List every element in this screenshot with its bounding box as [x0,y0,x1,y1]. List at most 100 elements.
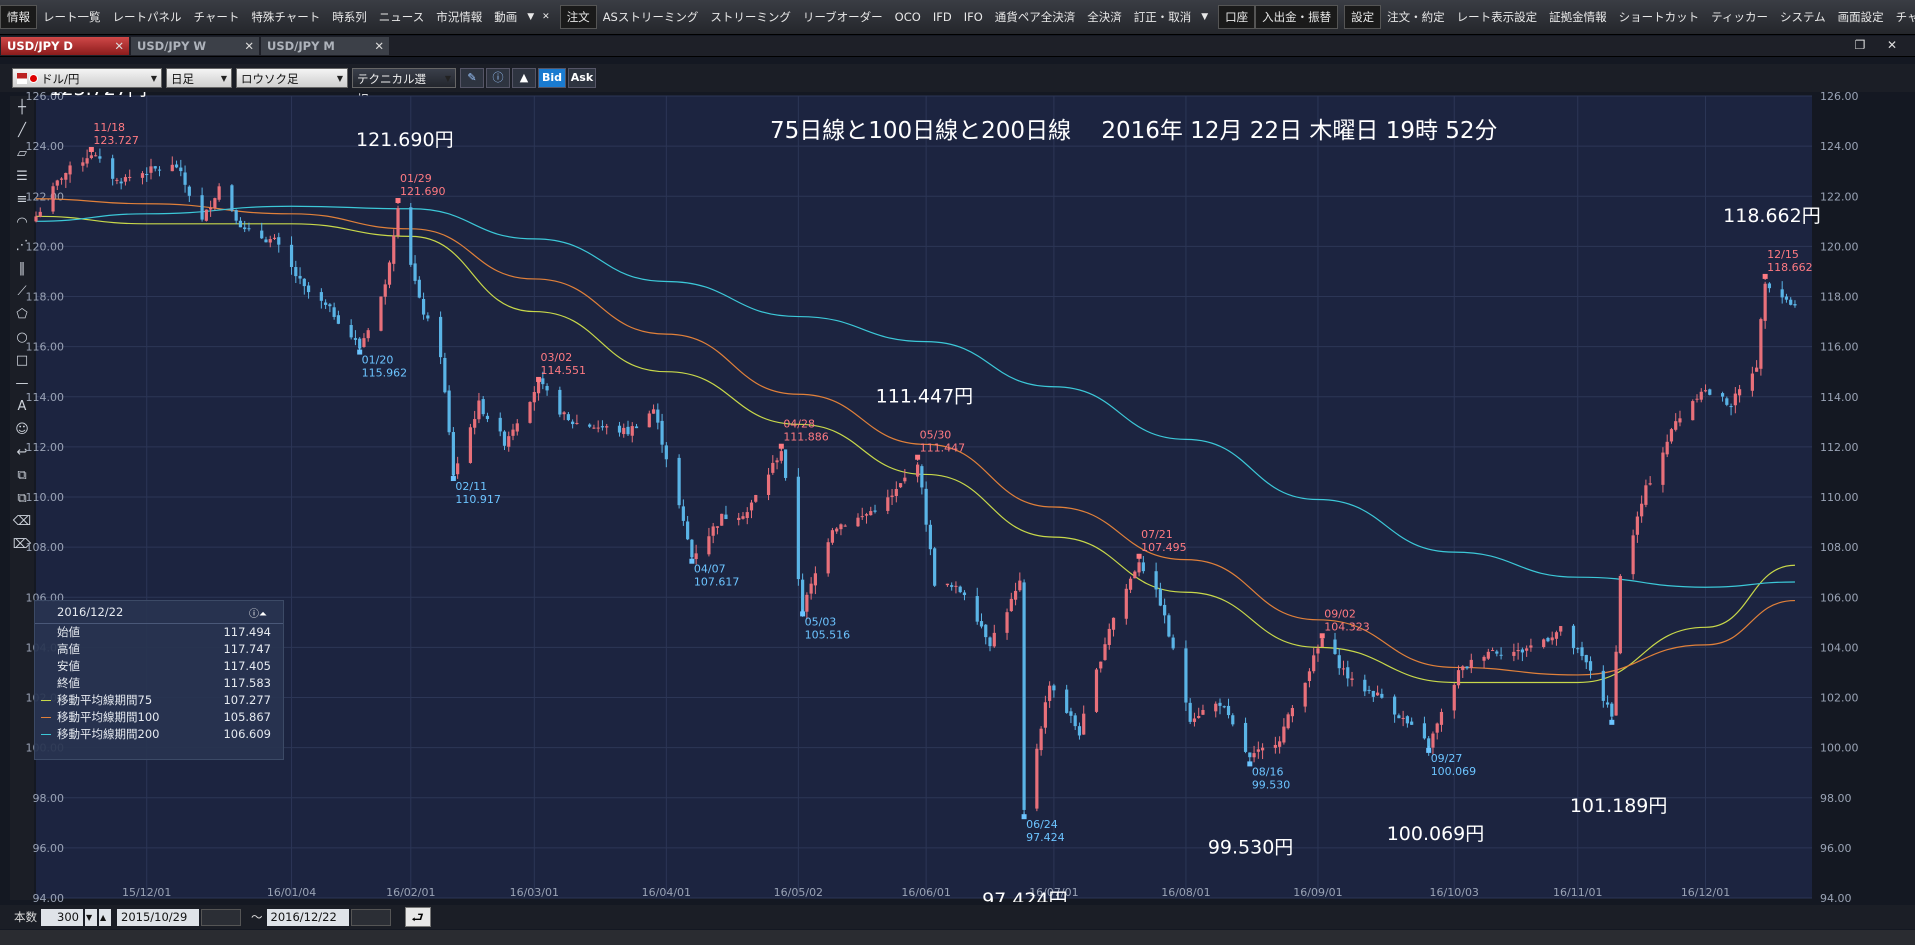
chart-style-select[interactable]: ロウソク足 [236,68,348,89]
candle-body [1725,398,1729,405]
y-tick-label-left: 94.00 [33,892,65,902]
count-input[interactable]: 300 [41,908,83,926]
menu-item-6[interactable]: ニュース [378,10,425,24]
smiley-icon[interactable]: ☺ [15,422,29,437]
candle-body [511,429,515,436]
pentagon-icon[interactable]: ⬠ [16,307,28,322]
menu-item-13[interactable]: ストリーミング [710,10,791,24]
start-date-input[interactable]: 2015/10/29 [117,908,199,926]
paste-icon[interactable]: ⧉ [17,491,27,506]
menu-item-5[interactable]: 時系列 [332,10,367,24]
menu-item-26[interactable]: レート表示設定 [1456,10,1538,24]
count-up-icon[interactable]: ▲ [99,908,111,926]
bid-button[interactable]: Bid [538,68,566,88]
restore-window-icon[interactable]: ❐ [1854,38,1866,52]
info-icon[interactable]: ⓘ [486,68,510,88]
circle-icon[interactable]: ○ [16,330,28,345]
extreme-date-label: 08/16 [1252,765,1284,778]
candle-body [873,510,877,512]
info-toggle-icon[interactable]: ⓘ⏶ [249,609,267,620]
candle-body [1520,649,1524,653]
text-tool-icon[interactable]: A [17,399,27,414]
menu-item-15[interactable]: OCO [894,10,921,24]
close-icon[interactable]: ✕ [374,39,384,53]
copy-icon[interactable]: ⧉ [17,468,27,483]
period-select[interactable]: 日足 [166,68,232,89]
fibonacci-arc-icon[interactable]: ◠ [16,215,28,230]
candlestick-chart[interactable]: 94.00 94.00 96.00 96.00 98.00 98.00 100.00 100.… [0,92,1915,902]
tab-usdjpy-w[interactable]: USD/JPY W ✕ [131,37,259,55]
tab-usdjpy-m[interactable]: USD/JPY M ✕ [261,37,389,55]
undo-icon[interactable]: ↩ [16,445,28,460]
gann-icon[interactable]: ⟋ [17,284,27,299]
candle-body [247,228,251,230]
menu-item-23[interactable]: 入出金・振替 [1255,5,1339,29]
window-close-icon[interactable]: ✕ [1886,38,1898,52]
fan-icon[interactable]: ⋰ [15,238,29,253]
pen-tool-icon[interactable]: ✎ [460,68,484,88]
candle-body [1005,612,1009,633]
menu-item-10[interactable]: ✕ [542,12,550,22]
extreme-marker [1609,719,1615,725]
menu-item-27[interactable]: 証拠金情報 [1549,10,1607,24]
menu-item-22[interactable]: 口座 [1218,5,1256,29]
menu-item-19[interactable]: 全決済 [1087,10,1122,24]
range-tilde: 〜 [251,910,263,924]
menu-item-18[interactable]: 通貨ペア全決済 [994,10,1076,24]
menu-item-4[interactable]: 特殊チャート [251,10,321,24]
trendline-icon[interactable]: ╱ [18,123,26,138]
menu-item-28[interactable]: ショートカット [1618,10,1700,24]
menu-item-24[interactable]: 設定 [1344,5,1382,29]
menu-item-21[interactable]: ▼ [1201,12,1209,22]
menu-item-31[interactable]: 画面設定 [1837,10,1884,24]
ruler-icon[interactable]: ▱ [17,146,27,161]
menu-item-0[interactable]: 情報 [0,5,37,29]
menu-item-14[interactable]: リーブオーダー [802,10,883,24]
eraser-icon[interactable]: ⌫ [12,514,32,529]
count-down-icon[interactable]: ▼ [85,908,97,926]
end-date-input[interactable]: 2016/12/22 [266,908,349,926]
close-icon[interactable]: ✕ [114,39,124,53]
apply-range-icon[interactable]: ⮐ [404,907,431,927]
candle-body [1439,711,1444,725]
end-time-input[interactable] [350,908,391,926]
vertical-lines-icon[interactable]: ‖ [18,261,26,276]
technical-select[interactable]: テクニカル選択 [352,68,456,106]
candle-body [916,464,920,477]
menu-item-11[interactable]: 注文 [559,5,597,29]
crosshair-icon[interactable]: ┼ [18,100,26,115]
ask-button[interactable]: Ask [568,68,596,88]
hline-icon[interactable]: — [15,376,29,391]
menu-item-1[interactable]: レート一覧 [43,10,101,24]
candle-body [1618,575,1622,654]
menu-item-2[interactable]: レートパネル [112,10,182,24]
tab-usdjpy-d[interactable]: USD/JPY D ✕ [1,37,129,55]
menu-item-20[interactable]: 訂正・取消 [1133,10,1192,24]
area-chart-icon[interactable]: ▲ [512,68,536,88]
menu-item-32[interactable]: チャート [1895,10,1915,24]
extreme-marker [1762,273,1768,279]
menu-item-9[interactable]: ▼ [527,12,535,22]
candle-body [1648,483,1652,485]
close-icon[interactable]: ✕ [244,39,254,53]
menu-item-29[interactable]: ティッカー [1711,10,1768,24]
menu-item-12[interactable]: ASストリーミング [602,10,699,24]
menu-item-17[interactable]: IFO [963,10,983,24]
menu-item-30[interactable]: システム [1779,10,1826,24]
horizontal-lines-icon[interactable]: ☰ [16,169,28,184]
data-window-value: 117.583 [223,676,271,690]
menu-item-16[interactable]: IFD [932,10,952,24]
start-time-input[interactable] [201,908,241,926]
menu-item-8[interactable]: 動画 [494,10,518,24]
candle-body [1124,588,1128,619]
menu-item-25[interactable]: 注文・約定 [1387,10,1445,24]
data-window-row: 移動平均線期間75 107.277 [35,692,283,709]
extreme-marker [800,611,806,617]
menu-item-3[interactable]: チャート [193,10,240,24]
currency-pair-select[interactable]: ドル/円 [12,68,162,89]
y-tick-label-right: 96.00 [1820,842,1852,855]
channel-icon[interactable]: ≡ [16,192,28,207]
rectangle-icon[interactable]: □ [15,353,29,368]
eraser-all-icon[interactable]: ⌦ [12,537,32,552]
menu-item-7[interactable]: 市況情報 [436,10,483,24]
